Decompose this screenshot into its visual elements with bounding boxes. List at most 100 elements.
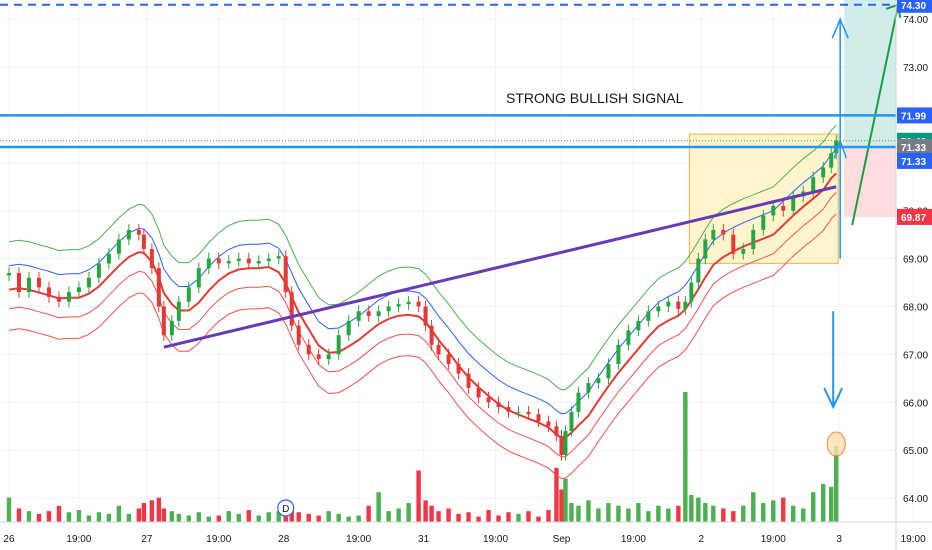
candle[interactable] <box>416 295 421 313</box>
candle[interactable] <box>226 255 231 270</box>
candle[interactable] <box>86 272 91 294</box>
candle[interactable] <box>196 262 201 294</box>
candle[interactable] <box>636 315 641 337</box>
candle[interactable] <box>683 295 688 315</box>
candle[interactable] <box>266 252 271 267</box>
candle[interactable] <box>563 425 568 461</box>
candle[interactable] <box>829 147 834 174</box>
candle[interactable] <box>366 305 371 322</box>
candle[interactable] <box>721 224 726 241</box>
candle[interactable] <box>186 281 191 308</box>
candle[interactable] <box>56 291 61 308</box>
volume-bar <box>236 513 241 522</box>
candle[interactable] <box>356 305 361 327</box>
candle[interactable] <box>436 339 441 361</box>
candle[interactable] <box>256 255 261 270</box>
candle[interactable] <box>569 406 574 437</box>
candle[interactable] <box>689 276 694 308</box>
candle[interactable] <box>149 243 154 274</box>
candle[interactable] <box>559 430 564 461</box>
candle[interactable] <box>16 267 21 298</box>
candle[interactable] <box>496 396 501 413</box>
candle[interactable] <box>676 295 681 315</box>
candle[interactable] <box>626 324 631 351</box>
candle[interactable] <box>136 224 141 241</box>
candle[interactable] <box>26 272 31 298</box>
candle[interactable] <box>486 391 491 409</box>
candle[interactable] <box>216 252 221 270</box>
candle[interactable] <box>446 348 451 370</box>
candle-body <box>811 177 816 192</box>
candle[interactable] <box>236 252 241 267</box>
candle[interactable] <box>66 286 71 308</box>
candle[interactable] <box>506 401 511 418</box>
candle[interactable] <box>6 267 11 282</box>
candle[interactable] <box>703 233 708 265</box>
candle[interactable] <box>156 262 161 313</box>
candle[interactable] <box>376 305 381 322</box>
candle[interactable] <box>336 329 341 361</box>
candle[interactable] <box>466 367 471 394</box>
candle[interactable] <box>176 295 181 327</box>
candle[interactable] <box>616 339 621 370</box>
candle[interactable] <box>161 300 166 341</box>
candle[interactable] <box>76 281 81 298</box>
candle[interactable] <box>516 406 521 418</box>
candle[interactable] <box>346 315 351 341</box>
candle[interactable] <box>554 420 559 442</box>
candle[interactable] <box>476 382 481 404</box>
candle[interactable] <box>326 348 331 365</box>
volume-bar <box>721 508 726 522</box>
candle[interactable] <box>283 250 288 298</box>
candle[interactable] <box>656 300 661 318</box>
candle[interactable] <box>406 295 411 310</box>
candle-body <box>46 287 51 297</box>
candle-body <box>141 234 146 250</box>
candle[interactable] <box>106 248 111 270</box>
candle[interactable] <box>711 224 716 246</box>
candle[interactable] <box>576 386 581 418</box>
candle[interactable] <box>596 372 601 389</box>
candle[interactable] <box>546 415 551 432</box>
candle[interactable] <box>116 233 121 260</box>
up-arrow-head <box>831 17 849 39</box>
candle[interactable] <box>169 315 174 341</box>
candle[interactable] <box>741 243 746 260</box>
annotation-strong-bullish-signal: STRONG BULLISH SIGNAL <box>506 90 684 106</box>
candle[interactable] <box>429 319 434 351</box>
candle[interactable] <box>386 300 391 318</box>
candle[interactable] <box>821 161 826 183</box>
candle[interactable] <box>396 298 401 313</box>
candle[interactable] <box>606 358 611 385</box>
candle[interactable] <box>46 281 51 303</box>
candle[interactable] <box>761 209 766 236</box>
candle[interactable] <box>536 408 541 428</box>
candle[interactable] <box>526 406 531 420</box>
candle[interactable] <box>586 377 591 399</box>
candle[interactable] <box>666 295 671 313</box>
candle[interactable] <box>316 348 321 365</box>
candle[interactable] <box>696 252 701 289</box>
candle[interactable] <box>289 286 294 332</box>
candle[interactable] <box>306 339 311 361</box>
candle[interactable] <box>751 224 756 255</box>
candle[interactable] <box>126 224 131 246</box>
candle[interactable] <box>246 252 251 270</box>
time-axis[interactable]: 26 19:00 27 19:00 28 19:00 31 19:00 Sep 19:00 2 19:… <box>0 521 932 545</box>
volume-bar <box>169 511 175 522</box>
candle[interactable] <box>276 250 281 265</box>
candle[interactable] <box>206 252 211 274</box>
candle[interactable] <box>36 272 41 294</box>
candle[interactable] <box>96 257 101 284</box>
candle[interactable] <box>141 228 146 255</box>
candle[interactable] <box>781 200 786 217</box>
candle[interactable] <box>771 200 776 222</box>
candle[interactable] <box>423 300 428 332</box>
candle[interactable] <box>456 358 461 380</box>
candle[interactable] <box>646 305 651 327</box>
candlesticks[interactable] <box>6 135 839 461</box>
candle[interactable] <box>791 190 796 217</box>
candle[interactable] <box>731 228 736 260</box>
candle[interactable] <box>296 319 301 351</box>
